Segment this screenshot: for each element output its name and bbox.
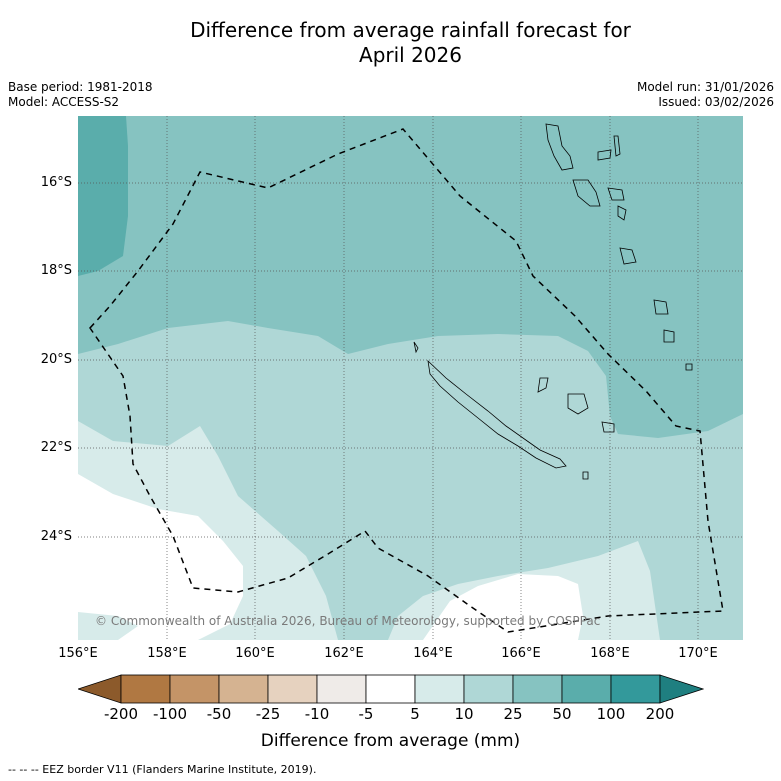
colorbar-swatch bbox=[316, 674, 367, 704]
cbar-label: -200 bbox=[103, 705, 139, 723]
eez-legend: -- -- -- EEZ border V11 (Flanders Marine… bbox=[8, 763, 317, 776]
cbar-label: -100 bbox=[152, 705, 188, 723]
x-tick-164e: 164°E bbox=[413, 646, 453, 661]
eez-border bbox=[89, 128, 724, 633]
colorbar-swatch bbox=[365, 674, 416, 704]
meta-right: Model run: 31/01/2026 Issued: 03/02/2026 bbox=[637, 80, 774, 110]
model-name: Model: ACCESS-S2 bbox=[8, 95, 120, 109]
new-caledonia-island bbox=[427, 359, 567, 469]
colorbar-swatch bbox=[561, 674, 612, 704]
map-title: Difference from average rainfall forecas… bbox=[0, 18, 781, 68]
cbar-label: 200 bbox=[645, 705, 675, 723]
cbar-label: 10 bbox=[454, 705, 474, 723]
epi-island bbox=[617, 205, 627, 221]
colorbar-swatch bbox=[120, 674, 171, 704]
ambrym-island bbox=[607, 187, 625, 201]
colorbar-title: Difference from average (mm) bbox=[260, 731, 521, 751]
colorbar-swatch bbox=[414, 674, 465, 704]
y-tick-20s: 20°S bbox=[40, 352, 72, 367]
x-tick-170e: 170°E bbox=[678, 646, 718, 661]
cbar-label: 25 bbox=[503, 705, 523, 723]
colorbar-swatch bbox=[267, 674, 318, 704]
x-tick-160e: 160°E bbox=[235, 646, 275, 661]
colorbar-swatch bbox=[512, 674, 563, 704]
title-line-2: April 2026 bbox=[359, 43, 462, 67]
x-tick-156e: 156°E bbox=[58, 646, 98, 661]
colorbar-swatch bbox=[169, 674, 220, 704]
y-tick-16s: 16°S bbox=[40, 175, 72, 190]
aneityum-island bbox=[685, 363, 693, 371]
isle-of-pines bbox=[582, 471, 589, 480]
erromango-island bbox=[653, 299, 669, 315]
x-tick-168e: 168°E bbox=[590, 646, 630, 661]
model-run: Model run: 31/01/2026 bbox=[636, 80, 774, 94]
base-period: Base period: 1981-2018 bbox=[8, 80, 153, 94]
x-tick-166e: 166°E bbox=[501, 646, 541, 661]
cbar-label: 50 bbox=[552, 705, 572, 723]
cbar-label: -5 bbox=[358, 705, 374, 723]
map-svg bbox=[78, 116, 743, 640]
copyright-notice: © Commonwealth of Australia 2026, Bureau… bbox=[95, 614, 601, 628]
band-neutral-west bbox=[78, 474, 243, 640]
meta-left: Base period: 1981-2018 Model: ACCESS-S2 bbox=[8, 80, 153, 110]
belep-island bbox=[413, 341, 419, 354]
y-tick-18s: 18°S bbox=[40, 263, 72, 278]
title-line-1: Difference from average rainfall forecas… bbox=[190, 18, 631, 42]
tanna-island bbox=[663, 329, 675, 343]
x-tick-162e: 162°E bbox=[324, 646, 364, 661]
colorbar-extend-high bbox=[659, 674, 704, 704]
maewo-island bbox=[613, 135, 621, 157]
ouvea-island bbox=[537, 377, 549, 393]
band-50-100 bbox=[78, 116, 128, 276]
cbar-label: -10 bbox=[304, 705, 330, 723]
colorbar-extend-low bbox=[78, 674, 122, 704]
colorbar-swatch bbox=[218, 674, 269, 704]
colorbar-swatch bbox=[610, 674, 661, 704]
issued-date: Issued: 03/02/2026 bbox=[658, 95, 774, 109]
cbar-label: -50 bbox=[206, 705, 232, 723]
malekula-island bbox=[572, 179, 601, 207]
cbar-label: -25 bbox=[255, 705, 281, 723]
graticule bbox=[78, 116, 743, 640]
cbar-label: 5 bbox=[410, 705, 420, 723]
mare-island bbox=[601, 421, 615, 433]
rainfall-map bbox=[78, 116, 743, 640]
cbar-label: 100 bbox=[596, 705, 626, 723]
y-tick-24s: 24°S bbox=[40, 529, 72, 544]
colorbar-swatch bbox=[463, 674, 514, 704]
band-neutral-south bbox=[423, 574, 583, 640]
espiritu-santo-island bbox=[545, 123, 574, 171]
y-tick-22s: 22°S bbox=[40, 440, 72, 455]
efate-island bbox=[619, 247, 637, 265]
x-tick-158e: 158°E bbox=[147, 646, 187, 661]
colorbar bbox=[78, 674, 704, 704]
lifou-island bbox=[567, 393, 589, 415]
ambae-island bbox=[597, 149, 612, 161]
band-5-10-corner bbox=[78, 612, 138, 640]
